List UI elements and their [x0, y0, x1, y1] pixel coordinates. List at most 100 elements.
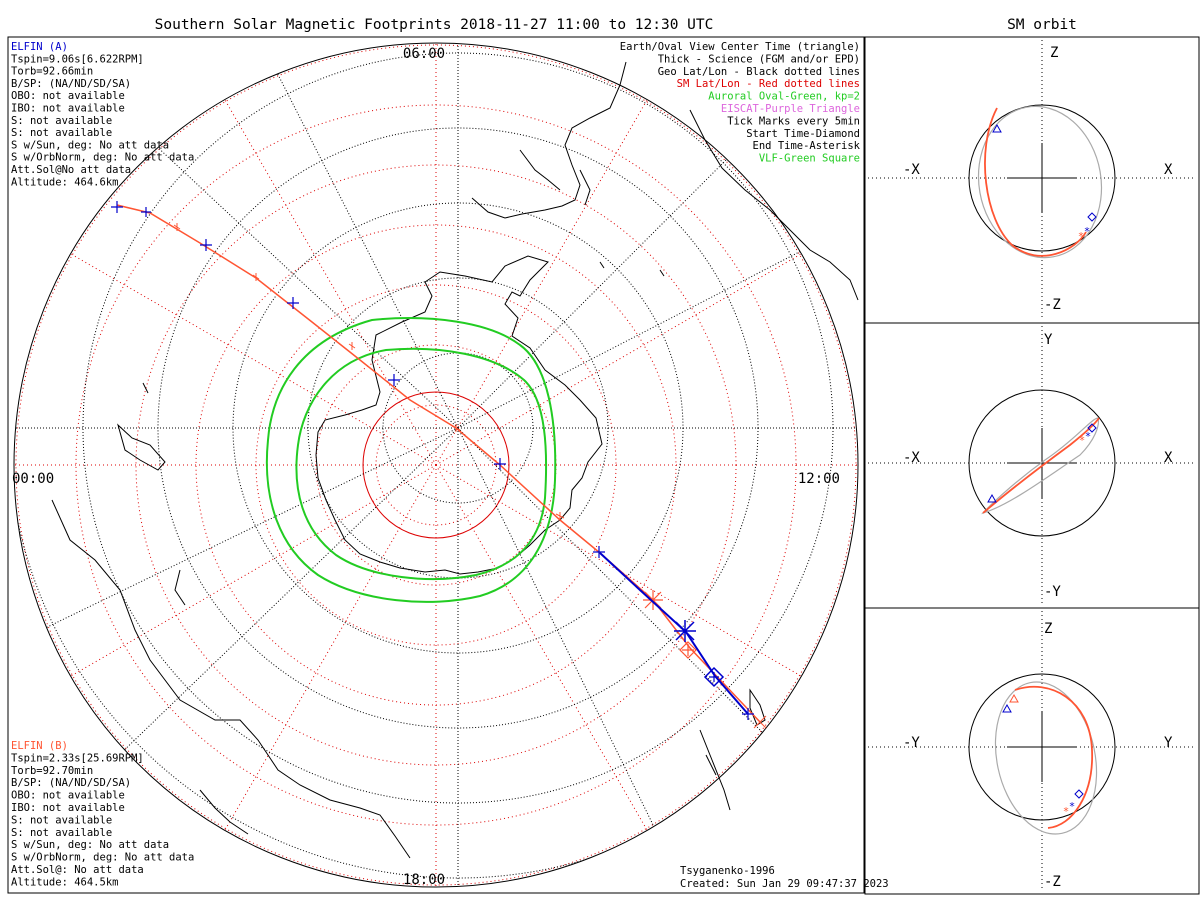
axis-label-top: Y: [1044, 332, 1053, 348]
africa-coast: [689, 109, 859, 301]
legend-entry: SM Lat/Lon - Red dotted lines: [677, 78, 860, 90]
orbit-panel-xz: * * Z -Z -X X: [868, 40, 1196, 320]
elfin-b-ticks: [173, 223, 565, 520]
elfin-b-track: [116, 204, 767, 729]
elfin-b-line: B/SP: (NA/ND/SD/SA): [11, 777, 131, 789]
auroral-oval-outer: [265, 317, 557, 603]
small-island-1: [142, 382, 149, 394]
orbit-panel-yz: * * Z -Z -Y Y: [868, 611, 1196, 890]
small-island-3: [599, 261, 605, 269]
legend-entry: Auroral Oval-Green, kp=2: [708, 91, 860, 103]
end-asterisk: *: [1079, 435, 1085, 447]
created-timestamp: Created: Sun Jan 29 09:47:37 2023: [680, 878, 889, 890]
axis-label-bottom: -Z: [1044, 874, 1061, 890]
elfin-a-line: S: not available: [11, 127, 112, 139]
elfin-a-line: B/SP: (NA/ND/SD/SA): [11, 78, 131, 90]
elfin-b-path: [116, 204, 761, 723]
legend-entry: Geo Lat/Lon - Black dotted lines: [658, 66, 860, 78]
coastlines: [51, 61, 859, 859]
elfin-b-line: S: not available: [11, 814, 112, 826]
new-zealand: [699, 729, 731, 811]
elfin-b-line: OBO: not available: [11, 790, 125, 802]
elfin-b-line: S w/Sun, deg: No att data: [11, 839, 169, 851]
legend-entry: Earth/Oval View Center Time (triangle): [620, 41, 860, 53]
map-frame: [7, 36, 865, 894]
australia-coast: [51, 499, 411, 859]
auroral-oval-inner: [295, 347, 548, 580]
elfin-a-name: ELFIN (A): [11, 41, 68, 53]
elfin-a-track: [111, 201, 754, 720]
island-1: [117, 423, 166, 471]
view-triangle: [987, 493, 997, 503]
model-label: Tsyganenko-1996: [680, 865, 775, 877]
axis-label-top: Z: [1050, 45, 1058, 61]
elfin-a-line: Tspin=9.06s[6.622RPM]: [11, 53, 144, 65]
orbit-frame: [864, 36, 1200, 895]
axis-label-right: X: [1164, 450, 1173, 466]
axis-label-left: -X: [903, 450, 920, 466]
elfin-b-line: Altitude: 464.5km: [11, 876, 118, 888]
elfin-b-name: ELFIN (B): [11, 740, 68, 752]
elfin-b-line: Tspin=2.33s[25.69RPM]: [11, 752, 144, 764]
elfin-a-ticks: [111, 201, 754, 720]
elfin-b-line: Att.Sol@: No att data: [11, 864, 144, 876]
end-asterisk: *: [1084, 226, 1090, 238]
footprint-map: 06:00 00:00 12:00 18:00 ELFIN (A) Tspin=…: [7, 36, 889, 894]
legend-entry: Tick Marks every 5min: [727, 115, 860, 127]
axis-label-top: Z: [1044, 621, 1052, 637]
mlt-label-right: 12:00: [798, 471, 840, 487]
elfin-b-end-asterisk: [643, 590, 663, 610]
orbit-a-trace: [994, 681, 1098, 835]
elfin-a-start-diamond: [703, 666, 725, 688]
start-diamond: [1087, 212, 1097, 222]
orbit-panels: * * Z -Z -X X * * Y -Y -X X: [864, 36, 1200, 895]
axis-label-right: Y: [1164, 735, 1173, 751]
end-asterisk: *: [1069, 801, 1075, 813]
mlt-label-left: 00:00: [12, 471, 54, 487]
view-triangle: [1009, 693, 1019, 703]
madagascar: [579, 169, 591, 206]
end-asterisk: *: [1078, 231, 1084, 243]
elfin-a-line: S: not available: [11, 115, 112, 127]
axis-label-left: -X: [903, 162, 920, 178]
view-triangle: [1002, 703, 1012, 713]
australia-coast-2: [199, 789, 249, 835]
elfin-a-line: OBO: not available: [11, 90, 125, 102]
elfin-a-start-cross: [709, 672, 719, 682]
elfin-b-line: Torb=92.70min: [11, 765, 93, 777]
elfin-a-line: Att.Sol@No att data: [11, 164, 131, 176]
small-island-2: [659, 269, 665, 277]
elfin-a-line: S w/Sun, deg: No att data: [11, 139, 169, 151]
map-legend: Earth/Oval View Center Time (triangle) T…: [620, 41, 861, 165]
elfin-a-line: IBO: not available: [11, 103, 125, 115]
orbit-title: SM orbit: [1007, 17, 1077, 33]
start-diamond: [1087, 423, 1097, 433]
elfin-b-tick-end: [753, 715, 767, 729]
orbit-panel-xy: * * Y -Y -X X: [868, 326, 1196, 605]
elfin-b-start-diamond: [679, 641, 697, 659]
elfin-b-line: S: not available: [11, 827, 112, 839]
legend-entry: VLF-Green Square: [759, 153, 860, 165]
elfin-b-line: IBO: not available: [11, 802, 125, 814]
axis-label-bottom: -Z: [1044, 297, 1061, 313]
plot-title: Southern Solar Magnetic Footprints 2018-…: [155, 17, 714, 33]
earth-circle: [968, 673, 1116, 821]
sm-pole-circle: [362, 391, 510, 539]
elfin-b-info: ELFIN (B) Tspin=2.33s[25.69RPM] Torb=92.…: [11, 740, 194, 888]
axis-label-left: -Y: [903, 735, 920, 751]
orbit-b-trace: [982, 417, 1100, 514]
elfin-a-line: Altitude: 464.6km: [11, 176, 118, 188]
legend-entry: Start Time-Diamond: [746, 128, 860, 140]
elfin-b-start-cross: [682, 644, 694, 656]
earth-circle: [968, 389, 1116, 537]
south-america-inner: [519, 149, 561, 191]
end-asterisk: *: [1063, 806, 1069, 818]
end-asterisk: *: [1085, 431, 1091, 443]
mlt-label-top: 06:00: [403, 46, 445, 62]
earth-circle: [968, 104, 1116, 252]
auroral-ovals: [265, 317, 557, 603]
start-diamond: [1074, 789, 1084, 799]
elfin-a-info: ELFIN (A) Tspin=9.06s[6.622RPM] Torb=92.…: [11, 41, 194, 188]
axis-label-bottom: -Y: [1044, 584, 1061, 600]
